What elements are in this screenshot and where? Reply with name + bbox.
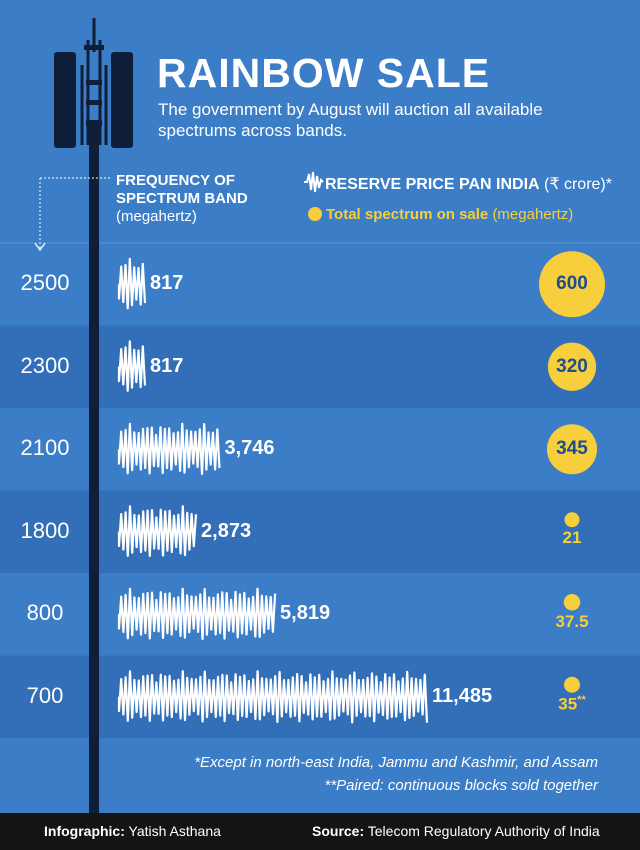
price-value: 817 xyxy=(150,272,184,295)
price-value: 5,819 xyxy=(280,602,331,625)
spectrum-bubbles xyxy=(539,251,605,693)
price-value: 11,485 xyxy=(432,684,493,707)
spectrum-value: 320 xyxy=(556,355,588,377)
reserve-price-unit: (₹ crore)* xyxy=(544,176,612,193)
frequency-unit: (megahertz) xyxy=(116,208,197,225)
price-value: 3,746 xyxy=(224,437,275,460)
row-bands xyxy=(0,242,640,850)
credit-value: Yatish Asthana xyxy=(128,823,221,839)
spectrum-value: 600 xyxy=(556,273,588,295)
frequency-header: FREQUENCY OF SPECTRUM BAND (megahertz) xyxy=(116,172,248,226)
source: Source: Telecom Regulatory Authority of … xyxy=(312,823,600,839)
tower-icon xyxy=(54,18,133,813)
price-value: 2,873 xyxy=(201,519,252,542)
spectrum-value: 35** xyxy=(558,693,586,714)
price-wave xyxy=(117,587,277,641)
row-band xyxy=(0,325,640,408)
row-band xyxy=(0,408,640,491)
spectrum-value: 21 xyxy=(562,528,582,548)
spectrum-legend-icon xyxy=(308,207,322,221)
source-value: Telecom Regulatory Authority of India xyxy=(367,823,600,839)
footnote-2: **Paired: continuous blocks sold togethe… xyxy=(324,777,598,794)
price-wave xyxy=(117,340,147,392)
reserve-price-label: RESERVE PRICE PAN INDIA xyxy=(325,176,540,193)
page-subtitle: The government by August will auction al… xyxy=(158,100,543,140)
pointer-arrow xyxy=(34,177,112,252)
frequency-header-line2: SPECTRUM BAND xyxy=(116,190,248,207)
price-value: 817 xyxy=(150,354,184,377)
price-wave xyxy=(117,257,147,310)
spectrum-bubble xyxy=(564,676,580,693)
wave-legend-icon xyxy=(304,171,324,193)
row-band xyxy=(0,573,640,656)
spectrum-bubble xyxy=(546,424,598,475)
spectrum-header: Total spectrum on sale (megahertz) xyxy=(326,206,573,223)
price-wave xyxy=(117,670,429,724)
band-label: 700 xyxy=(26,682,64,708)
band-label: 2300 xyxy=(20,352,70,378)
spectrum-bubble xyxy=(564,512,580,528)
frequency-header-line1: FREQUENCY OF xyxy=(116,172,235,189)
band-label: 2100 xyxy=(20,435,70,461)
spectrum-value: 37.5 xyxy=(555,611,589,631)
spectrum-bubble xyxy=(547,342,597,391)
band-label: 2500 xyxy=(20,270,70,296)
price-waves xyxy=(117,257,429,724)
page-title: RAINBOW SALE xyxy=(157,50,491,96)
band-label: 1800 xyxy=(20,517,70,543)
source-label: Source: xyxy=(312,823,365,839)
row-band xyxy=(0,243,640,326)
spectrum-unit: (megahertz) xyxy=(492,206,574,223)
paired-note-marker: ** xyxy=(577,693,586,706)
spectrum-label: Total spectrum on sale xyxy=(326,206,489,223)
price-wave xyxy=(117,505,198,557)
spectrum-bubble xyxy=(563,594,581,611)
reserve-price-header: RESERVE PRICE PAN INDIA (₹ crore)* xyxy=(325,174,612,194)
spectrum-value: 345 xyxy=(556,438,588,460)
footer-bar: Infographic: Yatish Asthana Source: Tele… xyxy=(0,813,640,850)
row-band xyxy=(0,490,640,573)
footnote-1: *Except in north-east India, Jammu and K… xyxy=(194,754,598,771)
band-label: 800 xyxy=(26,600,64,626)
spectrum-bubble xyxy=(539,251,605,318)
credit-label: Infographic: xyxy=(44,823,125,839)
credit: Infographic: Yatish Asthana xyxy=(44,823,221,839)
price-wave xyxy=(117,422,221,476)
